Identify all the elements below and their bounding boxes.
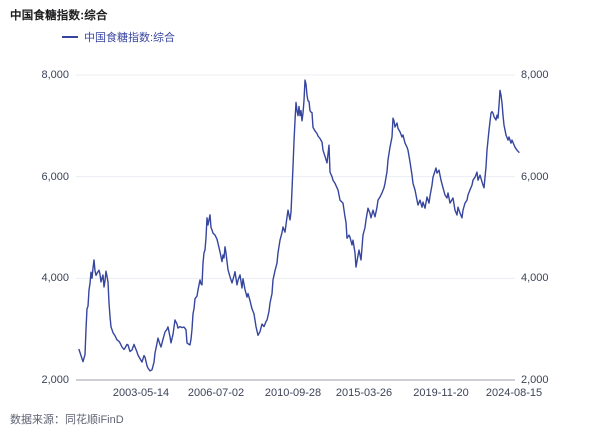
- y-axis-label-right-6000: 6,000: [521, 171, 549, 183]
- x-axis-label-1: 2006-07-02: [187, 387, 245, 399]
- x-axis-label-4: 2019-11-20: [413, 387, 469, 399]
- y-axis-label-left-6000: 6,000: [41, 171, 69, 183]
- x-axis-label-3: 2015-03-26: [335, 387, 393, 399]
- y-axis-label-right-8000: 8,000: [521, 69, 549, 81]
- y-axis-label-left-2000: 2,000: [41, 374, 69, 386]
- y-axis-label-right-2000: 2,000: [521, 374, 549, 386]
- data-source-label: 数据来源：同花顺iFinD: [10, 414, 124, 426]
- y-axis-label-right-4000: 4,000: [521, 272, 549, 284]
- series-line: [78, 79, 520, 372]
- y-axis-label-left-4000: 4,000: [41, 272, 69, 284]
- legend-item[interactable]: 中国食糖指数:综合: [62, 29, 175, 45]
- x-axis-label-0: 2003-05-14: [112, 387, 170, 399]
- chart-title: 中国食糖指数:综合: [10, 10, 108, 22]
- x-axis-label-5: 2024-08-15: [485, 387, 543, 399]
- legend-line-swatch-icon: [62, 36, 78, 38]
- y-axis-label-left-8000: 8,000: [41, 69, 69, 81]
- legend-label: 中国食糖指数:综合: [84, 32, 176, 44]
- x-axis-label-2: 2010-09-28: [264, 387, 322, 399]
